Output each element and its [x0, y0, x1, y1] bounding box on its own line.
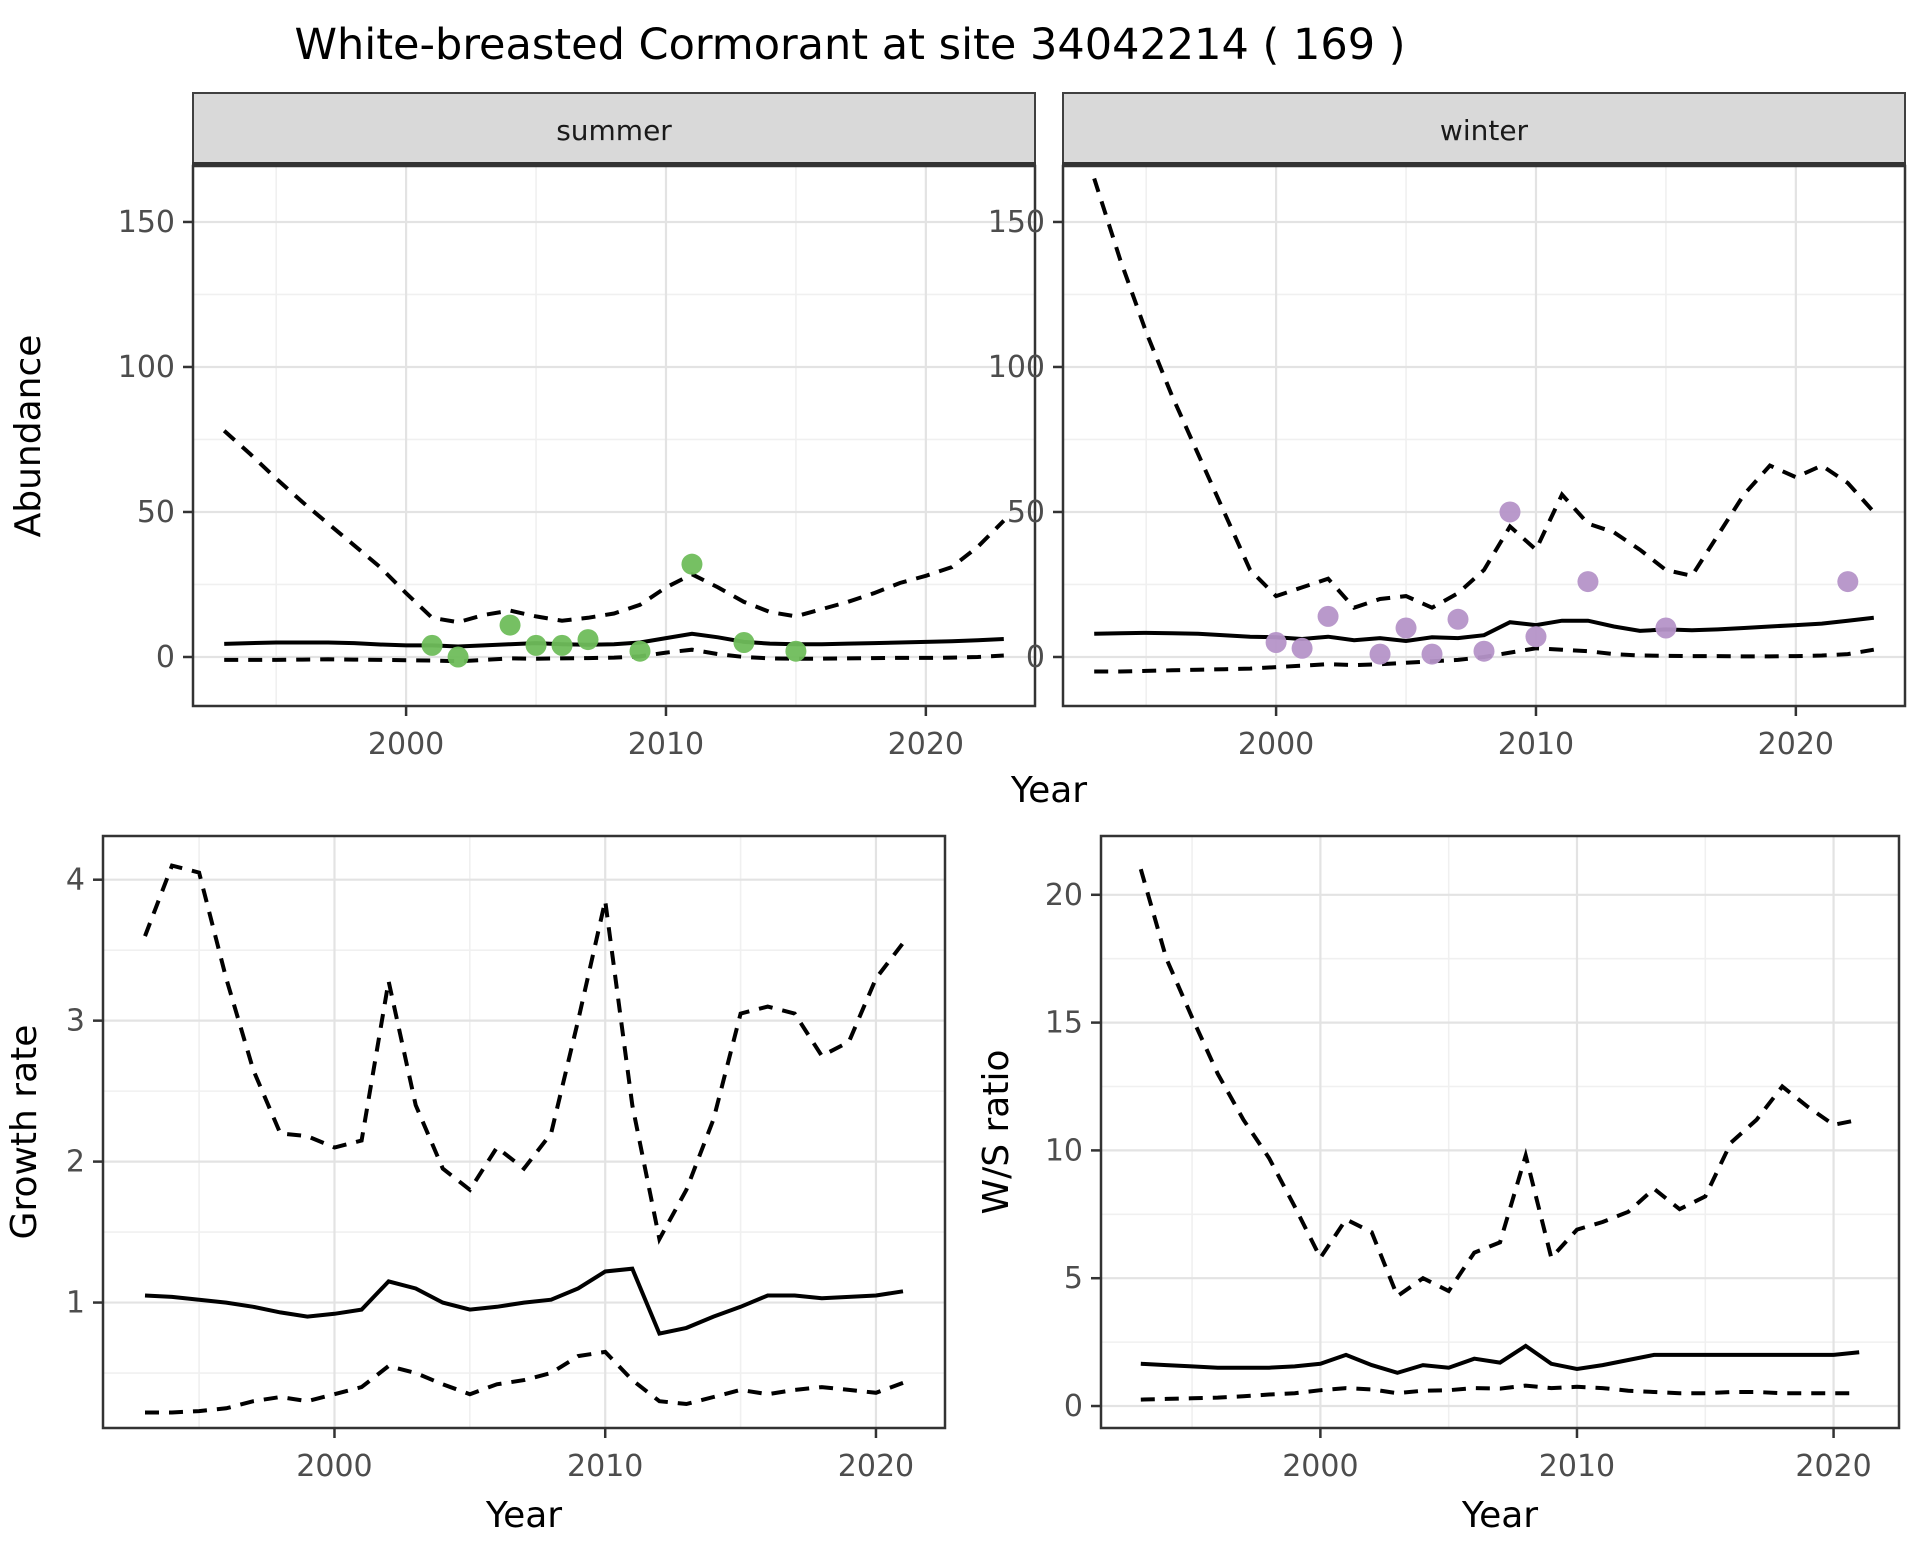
data-point-abundance-winter	[1577, 571, 1599, 593]
series-fitted-median	[1094, 615, 1875, 644]
panel-border	[1099, 834, 1901, 1430]
series-fitted-median	[1140, 1343, 1860, 1375]
data-point-abundance-winter	[1525, 626, 1547, 648]
series-upper-ci	[1138, 868, 1860, 1300]
data-point-abundance-winter	[1473, 640, 1495, 662]
y-tick-label: 15	[1045, 1006, 1083, 1041]
y-axis-title-growth-rate: Growth rate	[4, 1025, 45, 1240]
y-tick-label: 3	[66, 1004, 85, 1039]
x-tick-label: 2010	[567, 1449, 643, 1484]
x-axis-title-year-top: Year	[1010, 770, 1087, 811]
data-point-abundance-winter	[1291, 637, 1313, 659]
series-lower-ci	[1140, 1383, 1860, 1402]
x-tick-label: 2000	[296, 1449, 372, 1484]
data-point-abundance-winter	[1499, 501, 1521, 523]
data-point-abundance-summer	[499, 614, 521, 636]
y-tick-label: 4	[66, 863, 85, 898]
panel-ws-ratio: 2000 2010 2020 0 5 10 15 20	[1045, 834, 1901, 1484]
x-tick-label: 2020	[1758, 727, 1834, 762]
y-tick-label: 5	[1064, 1261, 1083, 1296]
y-tick-label: 0	[1064, 1389, 1083, 1424]
facet-strip-label-summer: summer	[556, 114, 672, 147]
data-point-abundance-summer	[577, 629, 599, 651]
series-upper-ci	[1092, 177, 1876, 611]
y-tick-label: 20	[1045, 878, 1083, 913]
x-tick-label: 2010	[1498, 727, 1574, 762]
y-tick-label: 0	[1026, 640, 1045, 675]
data-point-abundance-winter	[1421, 643, 1443, 665]
y-tick-label: 2	[66, 1145, 85, 1180]
x-tick-label: 2010	[1539, 1449, 1615, 1484]
chart-title: White-breasted Cormorant at site 3404221…	[294, 20, 1406, 70]
data-point-abundance-winter	[1837, 571, 1859, 593]
panel-background	[193, 166, 1035, 706]
x-tick-label: 2020	[838, 1449, 914, 1484]
data-point-abundance-winter	[1369, 643, 1391, 665]
data-point-abundance-summer	[629, 640, 651, 662]
panel-background	[1063, 166, 1905, 706]
x-tick-label: 2010	[628, 727, 704, 762]
data-point-abundance-winter	[1447, 608, 1469, 630]
data-point-abundance-summer	[733, 631, 755, 653]
data-point-abundance-summer	[785, 640, 807, 662]
panel-background	[103, 836, 945, 1428]
data-point-abundance-summer	[551, 634, 573, 656]
y-tick-label: 50	[1007, 495, 1045, 530]
y-tick-label: 0	[156, 640, 175, 675]
data-point-abundance-summer	[525, 634, 547, 656]
y-tick-label: 150	[988, 205, 1045, 240]
y-tick-label: 150	[118, 205, 175, 240]
series-upper-ci	[143, 863, 905, 1245]
data-point-abundance-winter	[1395, 617, 1417, 639]
panel-abundance-summer: 2000 2010 2020 0 50 100 150	[118, 92, 1037, 762]
series-lower-ci	[145, 1349, 904, 1415]
data-point-abundance-winter	[1317, 605, 1339, 627]
y-tick-label: 100	[118, 350, 175, 385]
y-tick-label: 10	[1045, 1133, 1083, 1168]
x-axis-title-year-bottom-right: Year	[1461, 1495, 1538, 1536]
y-axis-title-abundance: Abundance	[8, 335, 49, 538]
data-point-abundance-winter	[1265, 631, 1287, 653]
facet-strip	[1062, 92, 1906, 164]
y-tick-label: 50	[137, 495, 175, 530]
series-fitted-median	[224, 631, 1004, 649]
facet-strip-label-winter: winter	[1440, 114, 1529, 147]
panel-background	[1101, 836, 1899, 1428]
panel-abundance-winter: 2000 2010 2020 0 50 100 150	[988, 92, 1907, 762]
data-point-abundance-winter	[1655, 617, 1677, 639]
x-tick-label: 2020	[888, 727, 964, 762]
y-tick-label: 100	[988, 350, 1045, 385]
x-tick-label: 2000	[1282, 1449, 1358, 1484]
series-lower-ci	[224, 647, 1004, 664]
panel-growth-rate: 2000 2010 2020 1 2 3 4	[66, 834, 947, 1484]
series-fitted-median	[144, 1266, 904, 1336]
y-axis-title-ws-ratio: W/S ratio	[976, 1049, 1017, 1214]
data-point-abundance-summer	[681, 553, 703, 575]
x-axis-title-year-bottom-left: Year	[485, 1495, 562, 1536]
y-tick-label: 1	[66, 1286, 85, 1321]
x-tick-label: 2000	[1238, 727, 1314, 762]
data-point-abundance-summer	[421, 634, 443, 656]
data-point-abundance-summer	[447, 646, 469, 668]
panel-border	[101, 834, 947, 1430]
series-upper-ci	[222, 429, 1006, 625]
x-tick-label: 2000	[368, 727, 444, 762]
x-tick-label: 2020	[1795, 1449, 1871, 1484]
